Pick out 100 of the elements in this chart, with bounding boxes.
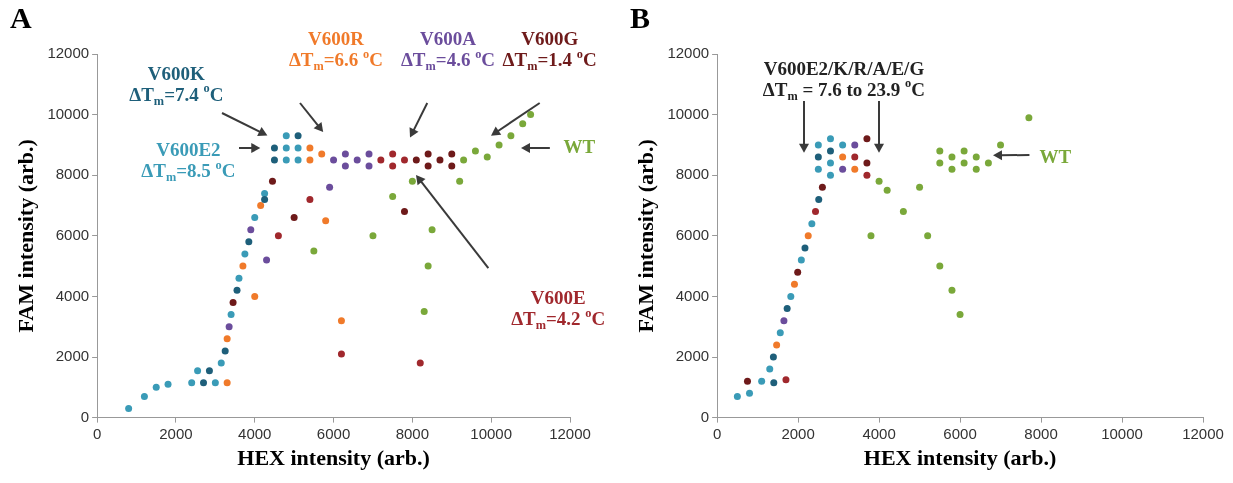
y-tick-label: 12000 [47,44,90,62]
point [519,120,527,128]
y-tick-label: 8000 [55,165,90,183]
point [808,220,816,228]
point [318,150,326,158]
point [164,380,172,388]
point [306,156,314,164]
x-tick-label: 0 [712,424,722,442]
y-tick-label: 10000 [667,104,710,122]
point [306,144,314,152]
point [257,202,265,209]
point [217,359,225,367]
point [245,238,253,246]
point [400,208,408,216]
point [984,159,992,167]
point [782,376,790,384]
point [916,183,924,191]
point [389,192,397,200]
x-tick-label: 8000 [395,424,430,442]
point [826,171,834,179]
point [972,153,980,161]
point [353,156,361,164]
point [826,135,834,143]
point [924,232,932,240]
point [814,141,822,149]
x-axis-title: HEX intensity (arb.) [237,445,430,471]
point [527,111,535,119]
point [377,156,385,164]
chart-title: A [10,0,32,34]
point [436,156,444,164]
point [814,153,822,161]
point [766,365,774,373]
point [268,177,276,185]
point [1025,114,1033,122]
point [400,156,408,164]
point [412,156,420,164]
point [294,132,302,140]
point [270,144,278,152]
point [776,329,784,337]
point [936,159,944,167]
point [306,195,314,203]
x-axis-title: HEX intensity (arb.) [863,445,1057,471]
point [389,150,397,158]
point [310,247,318,255]
point [883,186,891,194]
point [815,195,823,203]
point [863,159,871,167]
point [851,153,859,161]
point [428,226,436,234]
point [223,379,231,387]
point [863,135,871,143]
point [783,305,791,313]
point [408,177,416,185]
x-tick-label: 2000 [159,424,193,442]
point [322,217,330,225]
point [282,144,290,152]
point [263,256,271,264]
point [743,377,751,385]
point [972,165,980,173]
point [867,232,875,240]
point [956,311,964,319]
point [483,153,491,161]
point [223,335,231,343]
point [140,392,148,400]
point [225,323,233,331]
point [839,141,847,149]
y-tick-label: 4000 [675,286,710,304]
point [818,183,826,191]
y-axis-title: FAM intensity (arb.) [12,139,38,333]
point [152,383,160,391]
y-tick-label: 12000 [667,44,710,62]
point [758,377,766,385]
point [746,389,753,397]
x-tick-label: 6000 [316,424,351,442]
point [733,392,741,400]
point [948,153,956,161]
point [274,232,282,240]
point [456,177,464,185]
point [997,141,1005,149]
point [948,286,956,294]
y-tick-label: 0 [80,407,90,425]
point [251,214,259,222]
y-tick-label: 6000 [55,225,90,243]
point [851,165,859,173]
y-tick-label: 8000 [675,165,710,183]
y-tick-label: 0 [700,407,710,425]
point [448,162,456,170]
y-tick-label: 6000 [675,225,710,243]
x-tick-label: 10000 [1101,424,1143,442]
point [239,262,247,270]
point [899,208,907,216]
point [801,244,809,252]
point [389,162,397,170]
point [282,132,290,140]
x-tick-label: 12000 [549,424,591,442]
point [200,379,208,387]
point [794,268,802,276]
point [241,250,249,258]
point [826,147,834,155]
point [948,165,956,173]
